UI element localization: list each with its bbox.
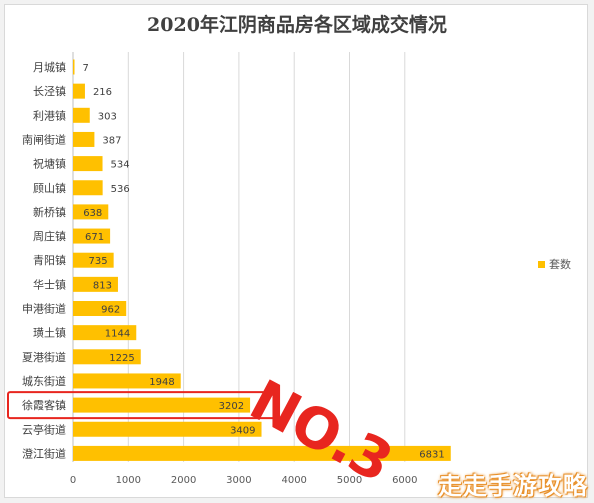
category-label: 顾山镇: [33, 181, 66, 195]
data-label: 1225: [109, 353, 134, 364]
data-label: 735: [89, 256, 108, 267]
category-label: 华士镇: [33, 277, 66, 291]
x-tick-label: 2000: [171, 475, 196, 486]
data-label: 3202: [219, 401, 244, 412]
bar: [73, 252, 114, 268]
data-label: 671: [85, 232, 104, 243]
bar: [73, 421, 262, 437]
legend: 套数: [538, 256, 571, 272]
data-labels: 7 216 303 387 534 536 638 671 735 813 962 1144 1225 1…: [83, 63, 445, 460]
x-tick-labels: 0 1000 2000 3000 4000 5000 6000: [70, 475, 418, 486]
bars: [73, 59, 451, 461]
bar: [73, 107, 90, 123]
category-label: 璜土镇: [33, 326, 66, 340]
category-labels: 月城镇长泾镇利港镇南闸街道祝塘镇顾山镇新桥镇周庄镇青阳镇华士镇申港街道璜土镇夏港…: [22, 60, 66, 460]
data-label: 216: [93, 87, 112, 98]
category-label: 澄江街道: [22, 446, 66, 460]
category-label: 月城镇: [33, 60, 66, 74]
category-label: 夏港街道: [22, 350, 66, 364]
data-label: 6831: [419, 449, 444, 460]
bar: [73, 276, 118, 292]
highlight-box: [7, 391, 277, 420]
bar: [73, 83, 85, 99]
bar: [73, 204, 109, 220]
data-label: 962: [101, 305, 120, 316]
legend-label: 套数: [549, 258, 571, 271]
data-label: 303: [98, 111, 117, 122]
chart-frame: [4, 4, 588, 498]
bar: [73, 397, 251, 413]
watermark-logo: 走走手游攻略: [438, 472, 588, 500]
data-label: 387: [102, 135, 121, 146]
data-label: 1948: [149, 377, 174, 388]
highlight-layer: [7, 391, 277, 420]
category-label: 祝塘镇: [33, 157, 66, 171]
data-label: 1144: [105, 329, 130, 340]
data-label: 7: [83, 63, 89, 74]
bar: [73, 325, 137, 341]
bar: [73, 156, 103, 172]
category-label: 云亭街道: [22, 422, 66, 436]
data-label: 536: [111, 184, 130, 195]
bar: [73, 301, 127, 316]
x-tick-label: 5000: [337, 475, 362, 486]
bar: [73, 59, 75, 75]
bar: [73, 131, 95, 147]
x-tick-label: 0: [70, 475, 76, 486]
bar: [73, 373, 181, 389]
x-tick-label: 3000: [226, 475, 251, 486]
bar: [73, 445, 451, 461]
x-tick-label: 1000: [116, 475, 141, 486]
data-label: 813: [93, 280, 112, 291]
chart-title: 2020年江阴商品房各区域成交情况: [147, 14, 447, 36]
category-label: 申港街道: [22, 302, 66, 316]
data-label: 3409: [230, 425, 255, 436]
category-label: 南闸街道: [22, 132, 66, 146]
bar: [73, 349, 141, 365]
bar: [73, 228, 111, 244]
bar: [73, 180, 103, 196]
category-label: 新桥镇: [33, 205, 66, 219]
data-label: 534: [111, 160, 130, 171]
category-label: 长泾镇: [33, 84, 66, 98]
x-tick-label: 6000: [392, 475, 417, 486]
category-label: 徐霞客镇: [22, 398, 66, 412]
data-label: 638: [83, 208, 102, 219]
category-label: 城东街道: [22, 374, 66, 388]
category-label: 利港镇: [33, 108, 66, 122]
x-tick-label: 4000: [281, 475, 306, 486]
category-label: 周庄镇: [33, 229, 66, 243]
legend-swatch: [538, 260, 545, 268]
category-label: 青阳镇: [33, 253, 66, 267]
